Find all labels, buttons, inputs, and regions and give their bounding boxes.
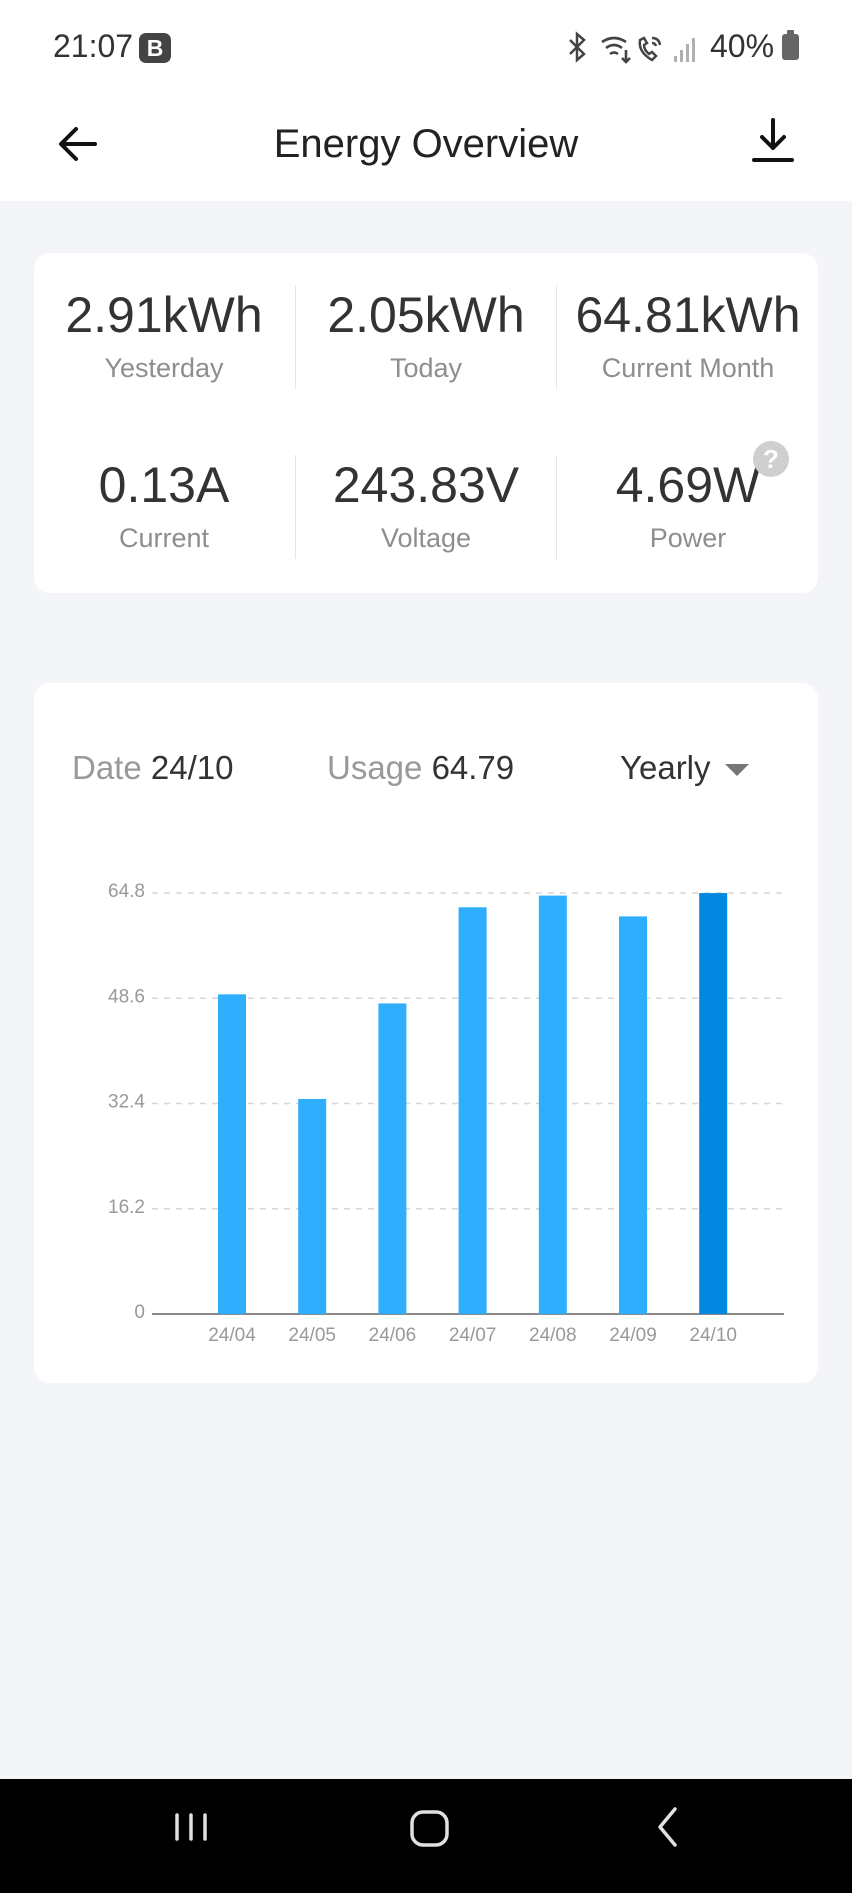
status-bar: 21:07 B 40% [0, 0, 852, 96]
stat-value: 0.13A [98, 457, 230, 513]
app-bar: Energy Overview [0, 96, 852, 201]
usage-value: 64.79 [431, 749, 515, 786]
x-tick-label: 24/06 [369, 1325, 417, 1346]
stat-yesterday: 2.91kWh Yesterday [34, 285, 294, 385]
stat-label: Power [649, 523, 727, 553]
status-time: 21:07 [53, 28, 134, 64]
x-tick-label: 24/10 [689, 1325, 737, 1346]
chart-bar[interactable] [298, 1098, 327, 1314]
x-tick-label: 24/07 [449, 1325, 497, 1346]
recent-apps-icon[interactable] [175, 1813, 207, 1841]
status-icons [569, 31, 695, 64]
download-icon[interactable] [743, 112, 803, 172]
y-tick-label: 0 [134, 1302, 145, 1323]
y-tick-label: 64.8 [108, 881, 145, 902]
y-tick-label: 16.2 [108, 1197, 145, 1218]
system-nav-bar [0, 1779, 852, 1893]
back-icon[interactable] [658, 1807, 677, 1847]
period-value: Yearly [620, 749, 711, 786]
date-label: Date [72, 749, 142, 786]
stat-value: 2.91kWh [65, 287, 263, 343]
date-value: 24/10 [150, 749, 234, 786]
chart-bar[interactable] [538, 895, 567, 1314]
battery-icon [782, 30, 799, 60]
chart-filter-row: Date 24/10 Usage 64.79 Yearly [34, 743, 818, 793]
page-title: Energy Overview [273, 122, 579, 166]
usage-readout: Usage 64.79 [327, 743, 514, 793]
b-badge-icon: B [139, 33, 171, 63]
x-tick-label: 24/08 [529, 1325, 577, 1346]
x-tick-label: 24/09 [609, 1325, 657, 1346]
chart-bar[interactable] [218, 994, 246, 1314]
back-arrow-icon[interactable] [50, 114, 110, 174]
chart-bar[interactable] [619, 916, 647, 1314]
x-tick-label: 24/04 [208, 1325, 256, 1346]
wifi-icon [601, 36, 631, 64]
wifi-calling-icon [638, 36, 662, 62]
stat-label: Current [118, 523, 210, 553]
stat-label: Voltage [380, 523, 472, 553]
stat-current: 0.13A Current [34, 455, 294, 555]
divider [556, 285, 557, 389]
stat-label: Yesterday [104, 353, 224, 383]
chevron-down-icon [724, 764, 749, 777]
stat-value: 4.69W [615, 457, 761, 513]
x-tick-label: 24/05 [288, 1325, 336, 1346]
stat-value: 243.83V [332, 457, 520, 513]
energy-stats-card: 2.91kWh Yesterday 2.05kWh Today 64.81kWh… [34, 253, 818, 593]
stat-value: 2.05kWh [327, 287, 525, 343]
stat-voltage: 243.83V Voltage [296, 455, 556, 555]
divider [556, 455, 557, 559]
chart-bar[interactable] [458, 907, 487, 1314]
stat-today: 2.05kWh Today [296, 285, 556, 385]
y-tick-label: 48.6 [108, 986, 145, 1007]
bluetooth-icon [569, 31, 586, 63]
stat-value: 64.81kWh [575, 287, 801, 343]
chart-bar[interactable] [378, 1003, 407, 1314]
home-icon[interactable] [410, 1810, 449, 1847]
usage-label: Usage [327, 749, 423, 786]
usage-bar-chart: 0 16.2 32.4 48.6 64.8 24/04 24/05 24/06 24/07 24/… [108, 881, 784, 1346]
divider [295, 455, 296, 559]
y-tick-label: 32.4 [108, 1092, 145, 1113]
period-dropdown[interactable]: Yearly [620, 743, 749, 793]
help-icon[interactable]: ? [753, 441, 789, 477]
chart-bar[interactable] [699, 893, 728, 1314]
stat-label: Today [389, 353, 463, 383]
divider [295, 285, 296, 389]
usage-chart-card: Date 24/10 Usage 64.79 Yearly 0 16.2 32.4 4… [34, 683, 818, 1383]
signal-icon [674, 38, 695, 62]
stat-label: Current Month [601, 353, 775, 383]
stat-power: 4.69W Power [558, 455, 818, 555]
stat-current-month: 64.81kWh Current Month [558, 285, 818, 385]
date-selector[interactable]: Date 24/10 [72, 743, 233, 793]
battery-percent: 40% [710, 28, 775, 64]
